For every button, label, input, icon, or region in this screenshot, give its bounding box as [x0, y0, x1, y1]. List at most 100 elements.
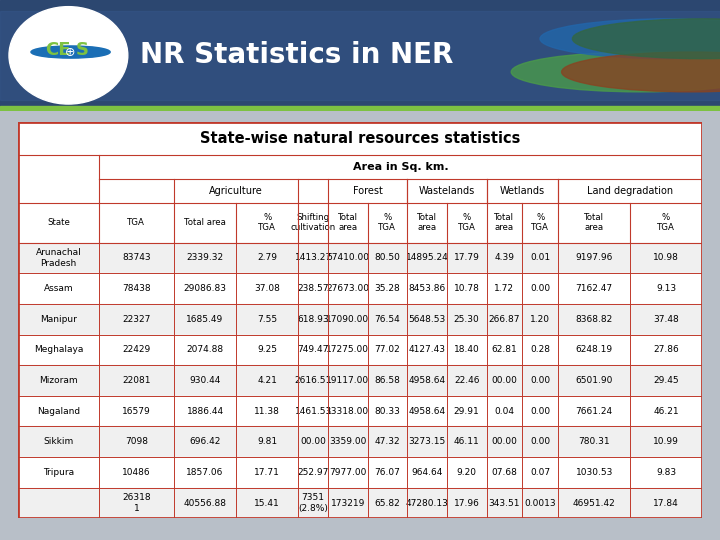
Text: Mizoram: Mizoram [39, 376, 78, 385]
Text: NR Statistics in NER: NR Statistics in NER [140, 42, 454, 69]
Text: 4.21: 4.21 [257, 376, 277, 385]
Text: 0.00: 0.00 [530, 407, 550, 416]
Text: 1857.06: 1857.06 [186, 468, 224, 477]
Bar [18, 365, 702, 396]
Text: 0.28: 0.28 [530, 345, 550, 354]
Text: 27673.00: 27673.00 [326, 284, 369, 293]
Text: 37.08: 37.08 [254, 284, 280, 293]
Text: 1030.53: 1030.53 [575, 468, 613, 477]
Bar [18, 203, 702, 242]
Text: 266.87: 266.87 [489, 315, 520, 323]
Bar [18, 427, 702, 457]
Text: 46.21: 46.21 [653, 407, 679, 416]
Text: 22.46: 22.46 [454, 376, 480, 385]
Text: Land degradation: Land degradation [587, 186, 673, 196]
Text: 9.20: 9.20 [456, 468, 477, 477]
Bar [18, 304, 702, 334]
Text: CE: CE [45, 41, 70, 59]
Text: Shifting
cultivation: Shifting cultivation [291, 213, 336, 232]
Text: 618.93: 618.93 [297, 315, 329, 323]
Text: 46951.42: 46951.42 [573, 498, 616, 508]
Text: 696.42: 696.42 [189, 437, 221, 446]
Text: 0.00: 0.00 [530, 284, 550, 293]
Text: 9.13: 9.13 [656, 284, 676, 293]
Text: 6501.90: 6501.90 [575, 376, 613, 385]
Text: State: State [47, 218, 70, 227]
Text: 1685.49: 1685.49 [186, 315, 224, 323]
Circle shape [540, 19, 720, 59]
Text: 62.81: 62.81 [492, 345, 517, 354]
Circle shape [31, 46, 110, 58]
Text: Total
area: Total area [584, 213, 604, 232]
Bar [18, 242, 702, 273]
Text: 7098: 7098 [125, 437, 148, 446]
Text: Wastelands: Wastelands [419, 186, 475, 196]
Bar [18, 122, 702, 155]
Text: 67410.00: 67410.00 [326, 253, 369, 262]
Text: 4958.64: 4958.64 [408, 407, 446, 416]
Text: 7162.47: 7162.47 [576, 284, 613, 293]
Text: TGA: TGA [127, 218, 145, 227]
Text: 2616.51: 2616.51 [294, 376, 332, 385]
Text: 9.83: 9.83 [656, 468, 676, 477]
Bar [18, 396, 702, 427]
Text: 17.96: 17.96 [454, 498, 480, 508]
Text: S: S [76, 41, 89, 59]
Text: Area in Sq. km.: Area in Sq. km. [353, 162, 448, 172]
Text: 0.00: 0.00 [530, 437, 550, 446]
Text: 76.07: 76.07 [374, 468, 400, 477]
Text: Forest: Forest [353, 186, 382, 196]
Text: 0.01: 0.01 [530, 253, 550, 262]
Text: Total
area: Total area [495, 213, 514, 232]
Text: 65.82: 65.82 [374, 498, 400, 508]
Text: 17.84: 17.84 [653, 498, 679, 508]
Text: 749.47: 749.47 [297, 345, 329, 354]
Bar [18, 457, 702, 488]
Text: 1886.44: 1886.44 [186, 407, 224, 416]
Text: 3359.00: 3359.00 [329, 437, 366, 446]
Text: 29086.83: 29086.83 [184, 284, 227, 293]
Text: 86.58: 86.58 [374, 376, 400, 385]
Text: 7977.00: 7977.00 [329, 468, 366, 477]
Bar [18, 179, 702, 203]
Text: 15.41: 15.41 [254, 498, 280, 508]
Bar [18, 488, 702, 518]
Text: 80.33: 80.33 [374, 407, 400, 416]
Text: 4958.64: 4958.64 [408, 376, 446, 385]
Text: 7351
(2.8%): 7351 (2.8%) [298, 494, 328, 513]
Bar [0, 11, 720, 99]
Text: 343.51: 343.51 [489, 498, 520, 508]
Text: ⊕: ⊕ [66, 45, 76, 58]
Text: %
TGA: % TGA [379, 213, 396, 232]
Text: Agriculture: Agriculture [210, 186, 263, 196]
Text: 78438: 78438 [122, 284, 150, 293]
Text: 10.99: 10.99 [653, 437, 679, 446]
Text: 17.79: 17.79 [454, 253, 480, 262]
Text: 6248.19: 6248.19 [576, 345, 613, 354]
Text: 22327: 22327 [122, 315, 150, 323]
Text: 37.48: 37.48 [653, 315, 679, 323]
Text: 11.38: 11.38 [254, 407, 280, 416]
Text: %
TGA: % TGA [657, 213, 675, 232]
Text: 17090.00: 17090.00 [326, 315, 369, 323]
Text: Assam: Assam [43, 284, 73, 293]
Text: 8368.82: 8368.82 [576, 315, 613, 323]
Text: Meghalaya: Meghalaya [34, 345, 83, 354]
Text: 26318
1: 26318 1 [122, 494, 150, 513]
Bar [18, 334, 702, 365]
Ellipse shape [9, 6, 128, 104]
Text: 0.00: 0.00 [530, 376, 550, 385]
Text: 1461.53: 1461.53 [294, 407, 332, 416]
Text: 9.25: 9.25 [257, 345, 277, 354]
Text: 5648.53: 5648.53 [408, 315, 446, 323]
Text: 10486: 10486 [122, 468, 150, 477]
Text: 00.00: 00.00 [300, 437, 326, 446]
Text: 29.91: 29.91 [454, 407, 480, 416]
Text: 46.11: 46.11 [454, 437, 480, 446]
Text: 22429: 22429 [122, 345, 150, 354]
Text: 8453.86: 8453.86 [408, 284, 446, 293]
Text: State-wise natural resources statistics: State-wise natural resources statistics [200, 131, 520, 146]
Text: 9.81: 9.81 [257, 437, 277, 446]
Text: 83743: 83743 [122, 253, 150, 262]
Text: 13318.00: 13318.00 [326, 407, 369, 416]
